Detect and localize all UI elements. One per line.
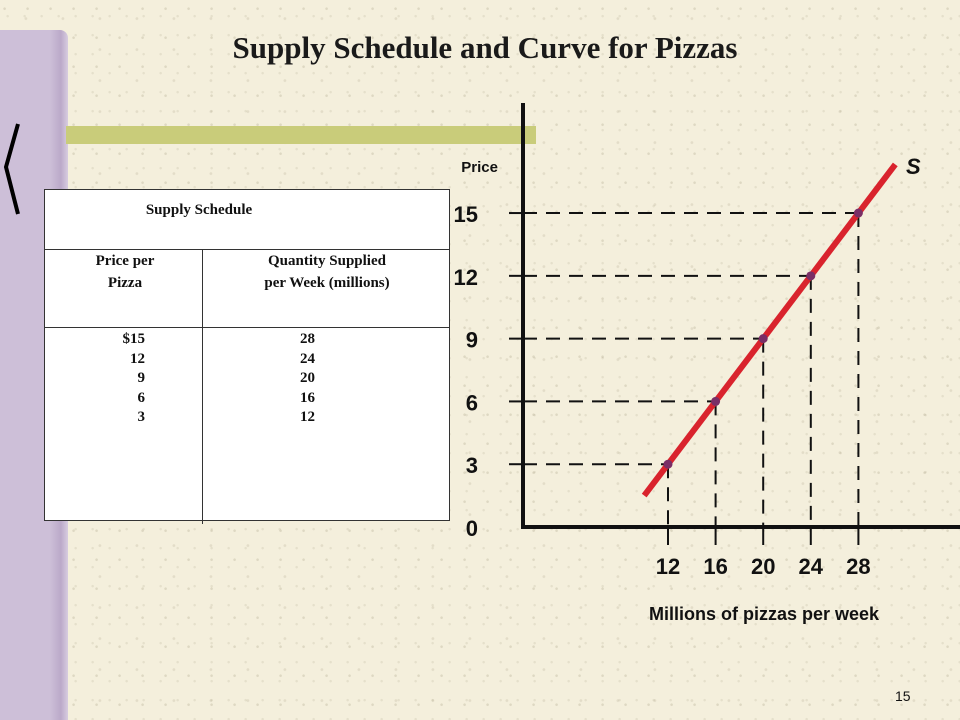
y-tick-label: 0 bbox=[466, 516, 478, 541]
supply-curve-line bbox=[641, 162, 898, 498]
table-divider-top bbox=[45, 249, 449, 250]
quantity-cell: 24 bbox=[300, 350, 315, 367]
green-decorative-bar bbox=[66, 126, 536, 144]
supply-data-point bbox=[758, 334, 768, 344]
x-tick-label: 16 bbox=[703, 554, 727, 579]
x-tick-label: 12 bbox=[656, 554, 680, 579]
price-cell: 12 bbox=[130, 350, 145, 367]
page-number: 15 bbox=[895, 688, 911, 704]
quantity-values: 28 24 20 16 12 bbox=[265, 330, 315, 428]
quantity-column-header: Quantity Supplied per Week (millions) bbox=[205, 250, 449, 294]
quantity-cell: 28 bbox=[300, 331, 315, 347]
price-header-line2: Pizza bbox=[107, 275, 143, 291]
supply-data-point bbox=[663, 459, 673, 469]
bracket-icon bbox=[3, 123, 20, 215]
quantity-cell: 16 bbox=[300, 389, 315, 406]
price-cell: $15 bbox=[122, 331, 146, 347]
price-cell: 3 bbox=[137, 409, 146, 425]
table-divider-mid bbox=[45, 327, 449, 328]
schedule-title: Supply Schedule bbox=[145, 202, 253, 218]
y-tick-label: 6 bbox=[466, 390, 478, 415]
series-label: S bbox=[906, 154, 921, 179]
x-tick-label: 20 bbox=[751, 554, 775, 579]
quantity-cell: 20 bbox=[300, 370, 315, 386]
quantity-header-line2: per Week (millions) bbox=[264, 275, 390, 291]
quantity-cell: 12 bbox=[300, 409, 315, 425]
supply-data-point bbox=[853, 208, 863, 218]
price-header-line1: Price per bbox=[95, 253, 155, 269]
price-cell: 9 bbox=[137, 370, 146, 386]
x-tick-label: 24 bbox=[799, 554, 824, 579]
y-tick-label: 3 bbox=[466, 453, 478, 478]
supply-data-point bbox=[806, 271, 816, 281]
price-values: $15 12 9 6 3 bbox=[85, 330, 146, 428]
supply-data-point bbox=[711, 396, 721, 406]
quantity-header-line1: Quantity Supplied bbox=[268, 253, 386, 269]
table-column-divider bbox=[202, 249, 203, 524]
price-column-header: Price per Pizza bbox=[65, 250, 185, 294]
price-cell: 6 bbox=[137, 389, 146, 406]
x-tick-label: 28 bbox=[846, 554, 870, 579]
y-axis-label: Price bbox=[461, 159, 498, 176]
x-axis-label: Millions of pizzas per week bbox=[649, 604, 880, 624]
y-tick-label: 12 bbox=[454, 265, 478, 290]
slide-title: Supply Schedule and Curve for Pizzas bbox=[232, 30, 738, 65]
y-tick-label: 9 bbox=[466, 328, 478, 353]
supply-schedule-table: Supply Schedule Price per Pizza Quantity… bbox=[44, 189, 450, 524]
y-tick-label: 15 bbox=[454, 202, 478, 227]
